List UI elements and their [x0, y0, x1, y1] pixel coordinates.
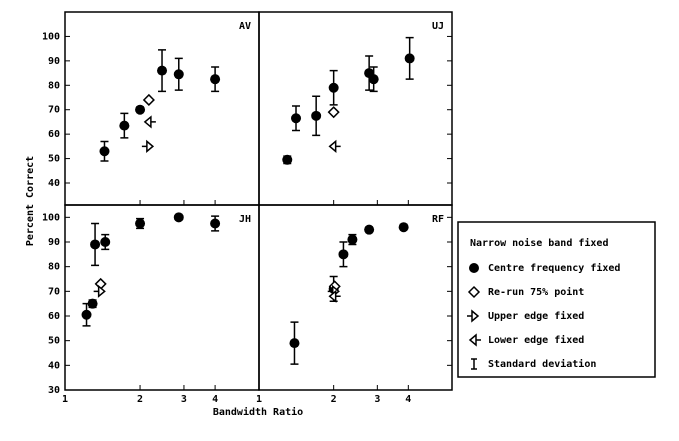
point	[143, 115, 156, 129]
y-tick-label: 70	[48, 105, 60, 116]
point	[173, 212, 184, 223]
point	[210, 218, 221, 229]
legend-label: Lower edge fixed	[488, 334, 584, 346]
x-tick-label: 1	[256, 394, 262, 405]
x-tick-label: 2	[137, 394, 143, 405]
point	[328, 82, 339, 93]
y-axis-label: Percent Correct	[25, 156, 36, 246]
legend-label: Centre frequency fixed	[488, 262, 620, 274]
x-tick-label: 1	[62, 394, 68, 405]
panel-frame	[258, 11, 453, 206]
legend-marker	[467, 309, 480, 323]
legend-box	[457, 221, 656, 378]
y-tick-label: 50	[48, 336, 60, 347]
x-tick-label: 4	[212, 394, 218, 405]
panel-label: UJ	[432, 21, 444, 32]
point	[157, 65, 168, 76]
point	[328, 289, 341, 303]
panel-label: RF	[432, 214, 444, 225]
point	[311, 110, 322, 121]
point	[142, 93, 155, 107]
point	[87, 298, 98, 309]
point	[404, 53, 415, 64]
y-tick-label: 100	[42, 31, 60, 42]
x-tick-label: 2	[331, 394, 337, 405]
point	[347, 234, 358, 245]
point	[81, 309, 92, 320]
point	[289, 338, 300, 349]
point	[210, 74, 221, 85]
point	[100, 237, 111, 247]
legend-label: Re-run 75% point	[488, 286, 584, 298]
y-tick-label: 40	[48, 360, 60, 371]
point	[291, 113, 302, 124]
point	[327, 106, 340, 119]
y-tick-label: 40	[48, 178, 60, 189]
point	[328, 139, 341, 153]
point	[398, 222, 409, 233]
point	[364, 224, 375, 235]
y-tick-label: 60	[48, 311, 60, 322]
y-tick-label: 60	[48, 129, 60, 140]
y-tick-label: 90	[48, 56, 60, 67]
point	[173, 69, 184, 80]
panel-label: JH	[239, 214, 251, 225]
point	[99, 146, 110, 157]
panel-frame	[64, 204, 260, 391]
point	[135, 104, 146, 115]
x-tick-label: 3	[374, 394, 380, 405]
y-tick-label: 70	[48, 286, 60, 297]
y-tick-label: 30	[48, 385, 60, 396]
point	[90, 239, 101, 250]
x-axis-label: Bandwidth Ratio	[213, 406, 303, 418]
legend-label: Upper edge fixed	[488, 310, 584, 322]
point	[141, 139, 155, 153]
point	[93, 284, 106, 298]
y-tick-label: 80	[48, 80, 60, 91]
legend-title: Narrow noise band fixed	[470, 237, 608, 249]
panel-label: AV	[239, 21, 251, 32]
y-tick-label: 90	[48, 237, 60, 248]
legend-label: Standard deviation	[488, 358, 596, 370]
y-tick-label: 100	[42, 212, 60, 223]
point	[338, 249, 349, 260]
x-tick-label: 3	[181, 394, 187, 405]
legend-marker	[468, 333, 481, 347]
point	[368, 74, 379, 85]
panel-frame	[64, 11, 260, 206]
legend-marker	[467, 285, 481, 299]
legend-marker	[471, 358, 477, 370]
point	[135, 218, 146, 229]
point	[119, 120, 130, 131]
x-tick-label: 4	[405, 394, 411, 405]
legend-marker	[469, 263, 479, 273]
panel-frame	[258, 204, 453, 391]
y-tick-label: 80	[48, 262, 60, 273]
y-tick-label: 50	[48, 154, 60, 165]
point	[282, 154, 293, 165]
